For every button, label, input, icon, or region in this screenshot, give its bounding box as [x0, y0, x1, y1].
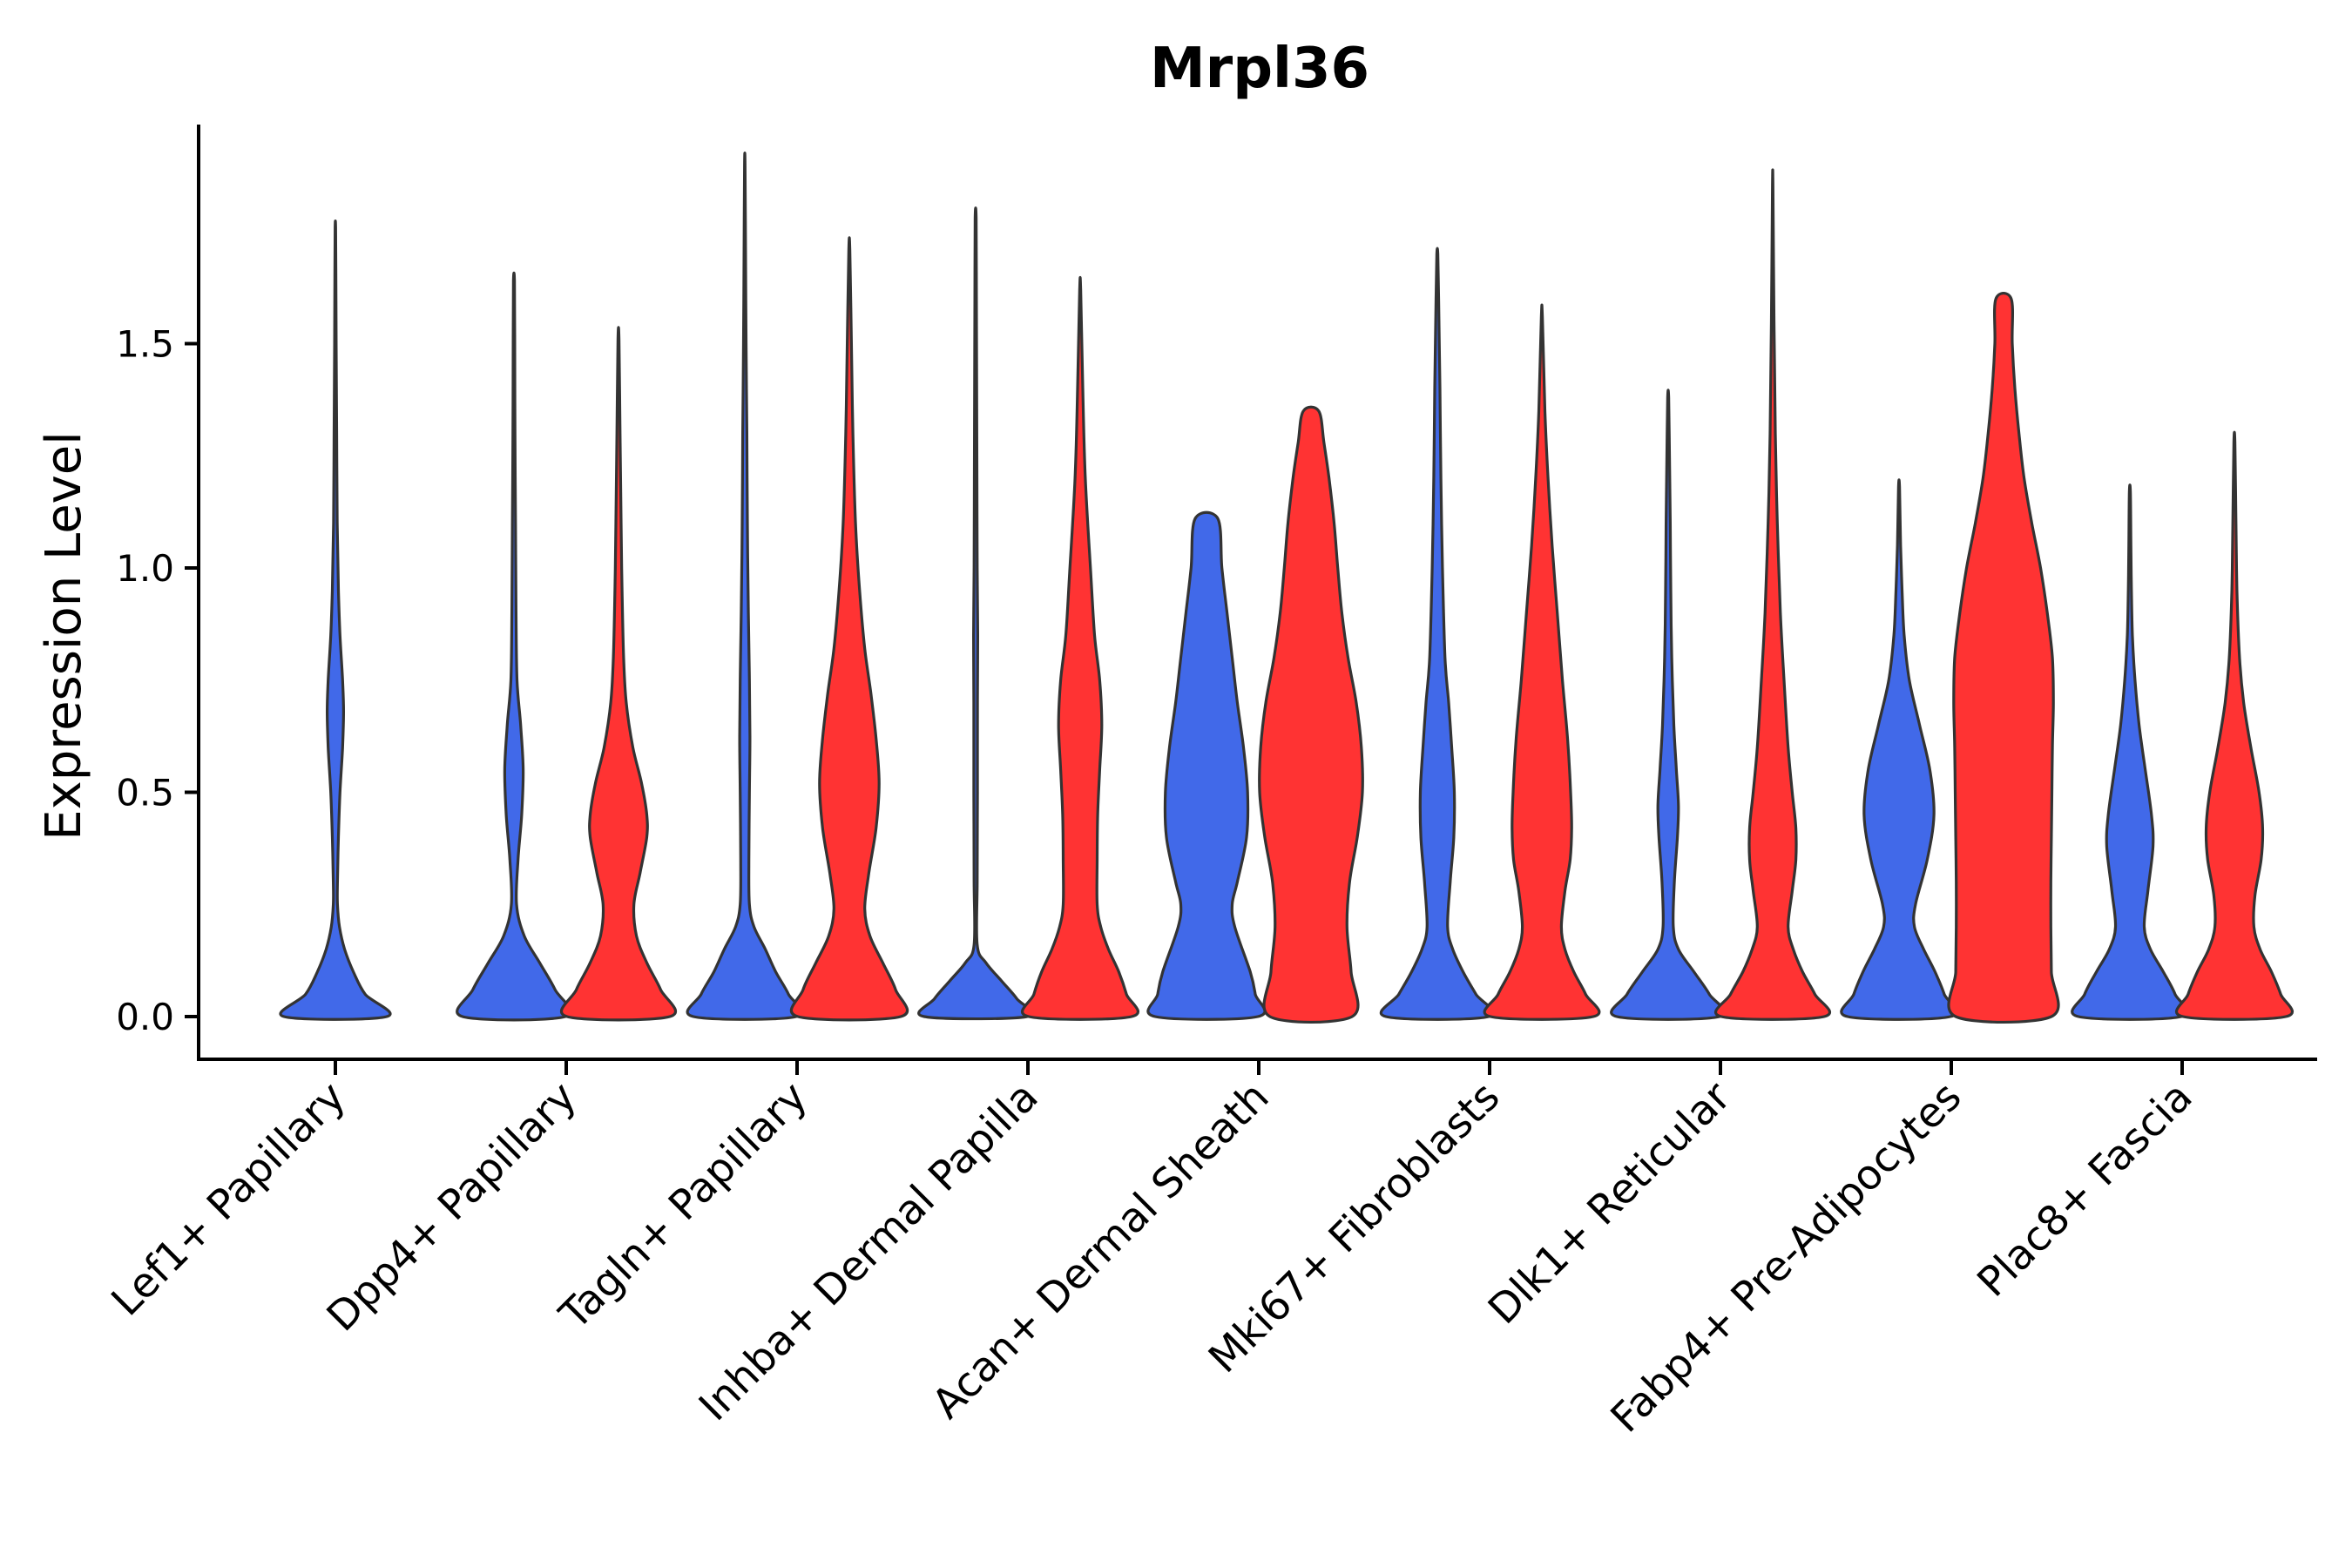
violin-red-3 — [1021, 275, 1139, 1021]
violin-red-8 — [2175, 430, 2294, 1021]
y-axis-label: Expression Level — [36, 431, 92, 841]
violin-red-5 — [1483, 303, 1601, 1021]
violin-red-1 — [559, 326, 678, 1022]
violin-blue-3 — [917, 206, 1034, 1021]
violin-red-6 — [1713, 168, 1832, 1021]
violin-blue-1 — [456, 271, 572, 1022]
y-tick-label: 0.0 — [116, 996, 174, 1038]
chart-title: Mrpl36 — [1150, 37, 1369, 101]
violin-layer — [279, 152, 2294, 1024]
violin-blue-2 — [686, 152, 804, 1021]
violin-blue-6 — [1610, 389, 1727, 1021]
violin-blue-8 — [2071, 483, 2189, 1021]
violin-blue-5 — [1379, 247, 1496, 1021]
violin-blue-7 — [1840, 478, 1958, 1021]
y-ticks: 0.0 0.5 1.0 1.5 — [116, 323, 199, 1038]
violin-blue-4 — [1146, 510, 1267, 1021]
violin-red-7 — [1947, 291, 2060, 1024]
violin-red-2 — [789, 236, 909, 1022]
violin-red-4 — [1258, 405, 1364, 1024]
y-tick-label: 1.0 — [116, 547, 174, 590]
violin-blue-0 — [279, 219, 392, 1021]
y-tick-label: 0.5 — [116, 772, 174, 814]
y-tick-label: 1.5 — [116, 323, 174, 366]
